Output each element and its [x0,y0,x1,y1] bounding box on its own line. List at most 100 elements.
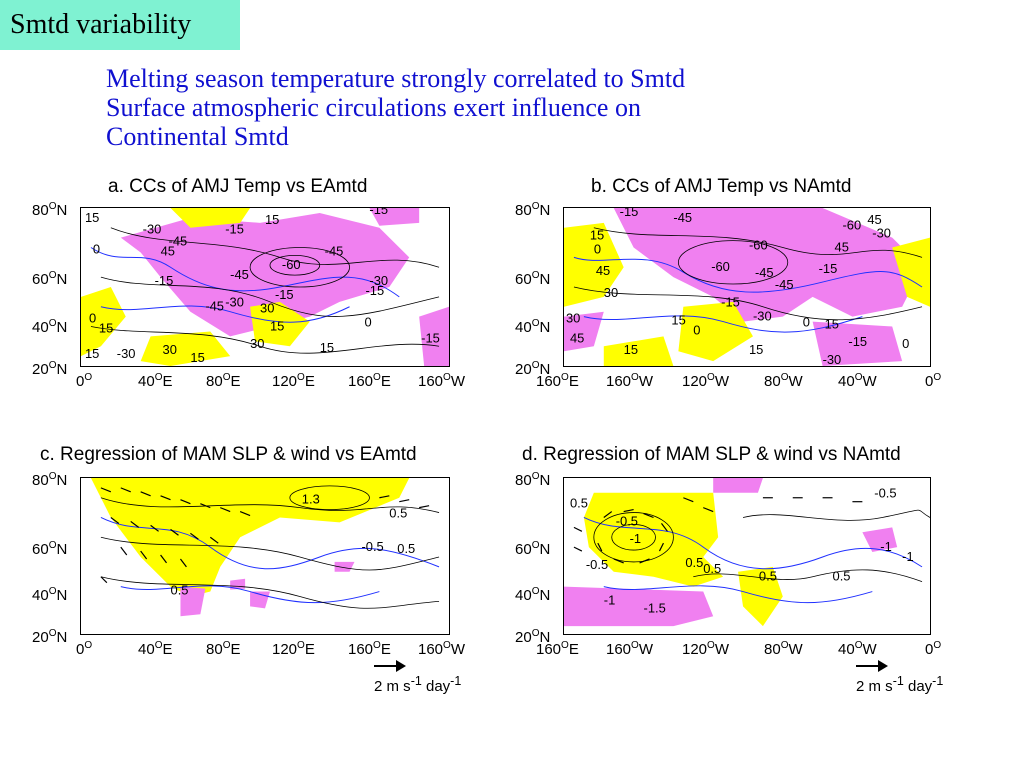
panel-c-contour-label: 0.5 [397,541,415,556]
panel-b-contour-label: -60 [749,238,768,253]
panel-b-lon-tick: 0O [925,372,942,390]
panel-b-lon-tick: 120OW [682,372,729,390]
panel-c-map-graphic: 1.3 0.5 0.5 -0.5 0.5 [90,478,440,617]
panel-c-lon-tick: 40OE [138,640,173,658]
panel-a-contour-label: -15 [365,283,384,298]
panel-a-map: 15 -30 -45 -15 15 -15 45 0 -45 -60 -45 -… [80,207,450,367]
panel-d-contour-label: -0.5 [616,513,638,528]
panel-d-lon-tick: 120OW [682,640,729,658]
panel-a-contour-label: 15 [85,346,99,361]
panel-b-lat-tick: 20ON [515,360,551,378]
panel-c-ref-vector-label: 2 m s-1 day-1 [374,674,462,695]
panel-d-contour-label: 0.5 [833,569,851,584]
panel-b-contour-label: -30 [823,352,842,366]
panel-c-lat-tick: 20ON [32,628,68,646]
panel-b-contour-label: 45 [570,330,584,345]
panel-b-contour-label: 0 [693,322,700,337]
panel-d-map: 0.5 -1 -0.5 0.5 0.5 0.5 -0.5 -1 -1.5 -1 … [563,477,931,635]
panel-a-contour-label: -45 [169,234,188,249]
panel-a-contour-label: 0 [93,241,100,256]
panel-b-contour-label: -45 [755,265,774,280]
panel-c-contour-label: 1.3 [302,492,320,507]
panel-a-contour-label: 0 [89,311,96,326]
panel-b-contour-label: 15 [590,228,604,243]
panel-c-lon-tick: 160OW [418,640,465,658]
slide-title-tag: Smtd variability [0,0,240,50]
panel-b-contour-label: 15 [749,342,763,357]
panel-a-lon-tick: 120OE [272,372,315,390]
panel-b-contour-label: -15 [721,295,740,310]
panel-d-lon-tick: 160OW [606,640,653,658]
panel-b-contour-label: -45 [673,210,692,225]
panel-d-contour-label: -1.5 [644,600,666,615]
panel-b-contour-label: 15 [825,317,839,332]
panel-d-lat-tick: 40ON [515,586,551,604]
panel-b-contour-label: -30 [872,226,891,241]
panel-a-contour-label: 30 [163,342,177,357]
panel-c-lat-tick: 40ON [32,586,68,604]
panel-b-contour-label: 45 [596,263,610,278]
wind-vectors [100,487,430,584]
panel-d-lon-tick: 80OW [764,640,803,658]
panel-b-lat-tick: 60ON [515,270,551,288]
panel-a-map-graphic: 15 -30 -45 -15 15 -15 45 0 -45 -60 -45 -… [81,208,449,366]
panel-a-contour-label: 15 [270,318,284,333]
panel-a-contour-label: 15 [99,320,113,335]
panel-a-contour-label: 15 [265,212,279,227]
panel-a-contour-label: 0 [364,315,371,330]
panel-a-lat-tick: 60ON [32,270,68,288]
panel-b-lon-tick: 80OW [764,372,803,390]
panel-d-contour-label: -1 [902,549,913,564]
panel-b-lat-tick: 40ON [515,318,551,336]
panel-b-contour-label: -15 [848,334,867,349]
panel-c-contour-label: 0.5 [389,506,407,521]
panel-b-contour-label: 15 [624,342,638,357]
panel-c-lat-tick: 80ON [32,471,68,489]
panel-a-lon-tick: 0O [76,372,93,390]
panel-b-contour-label: -15 [620,208,639,219]
panel-a-contour-label: -30 [225,295,244,310]
panel-b-contour-label: -30 [753,309,772,324]
panel-a-contour-label: 15 [85,210,99,225]
panel-b-contour-label: 0 [803,315,810,330]
panel-d-contour-label: 0.5 [703,561,721,576]
panel-a-contour-label: -45 [325,243,344,258]
panel-b-contour-label: 30 [604,285,618,300]
panel-a-contour-label: 30 [250,336,264,351]
panel-b-contour-label: -45 [775,277,794,292]
panel-c-ref-arrow [374,660,406,672]
panel-a-contour-label: -15 [275,287,294,302]
panel-a-contour-label: -45 [230,267,249,282]
panel-a-contour-label: -15 [369,208,388,217]
panel-d-lon-tick: 40OW [838,640,877,658]
panel-a-contour-label: -30 [369,273,388,288]
panel-c-lon-tick: 120OE [272,640,315,658]
panel-a-lat-tick: 20ON [32,360,68,378]
panel-b-contour-label: 30 [566,311,580,326]
panel-b-contour-label: -60 [842,218,861,233]
panel-a-contour-label: 30 [260,301,274,316]
panel-a-contour-label: -15 [225,222,244,237]
panel-d-lon-tick: 160OE [536,640,579,658]
panel-c-contour-label: 0.5 [171,583,189,598]
panel-c-contour-label: -0.5 [361,539,383,554]
panel-d-ref-vector-label: 2 m s-1 day-1 [856,674,944,695]
panel-b-map: -15 -45 -60 45 15 -60 45 0 -60 -45 -15 -… [563,207,931,367]
panel-d-contour-label: 0.5 [685,555,703,570]
panel-b-title: b. CCs of AMJ Temp vs NAmtd [591,176,852,197]
panel-d-contour-label: -1 [880,539,891,554]
panel-c-lon-tick: 160OE [348,640,391,658]
panel-a-lon-tick: 80OE [206,372,241,390]
panel-b-contour-label: -60 [711,259,730,274]
panel-b-lon-tick: 40OW [838,372,877,390]
bullet-line-2: Surface atmospheric circulations exert i… [106,93,641,122]
bullet-list: Melting season temperature strongly corr… [106,64,926,151]
panel-d-ref-arrow [856,660,888,672]
panel-a-contour-label: -15 [155,273,174,288]
panel-b-map-graphic: -15 -45 -60 45 15 -60 45 0 -60 -45 -15 -… [564,208,930,366]
panel-a-lon-tick: 160OE [348,372,391,390]
panel-d-contour-label: 0.5 [570,496,588,511]
slide-title: Smtd variability [10,9,192,40]
panel-b-contour-label: 0 [594,241,601,256]
panel-a-contour-label: 15 [320,340,334,355]
